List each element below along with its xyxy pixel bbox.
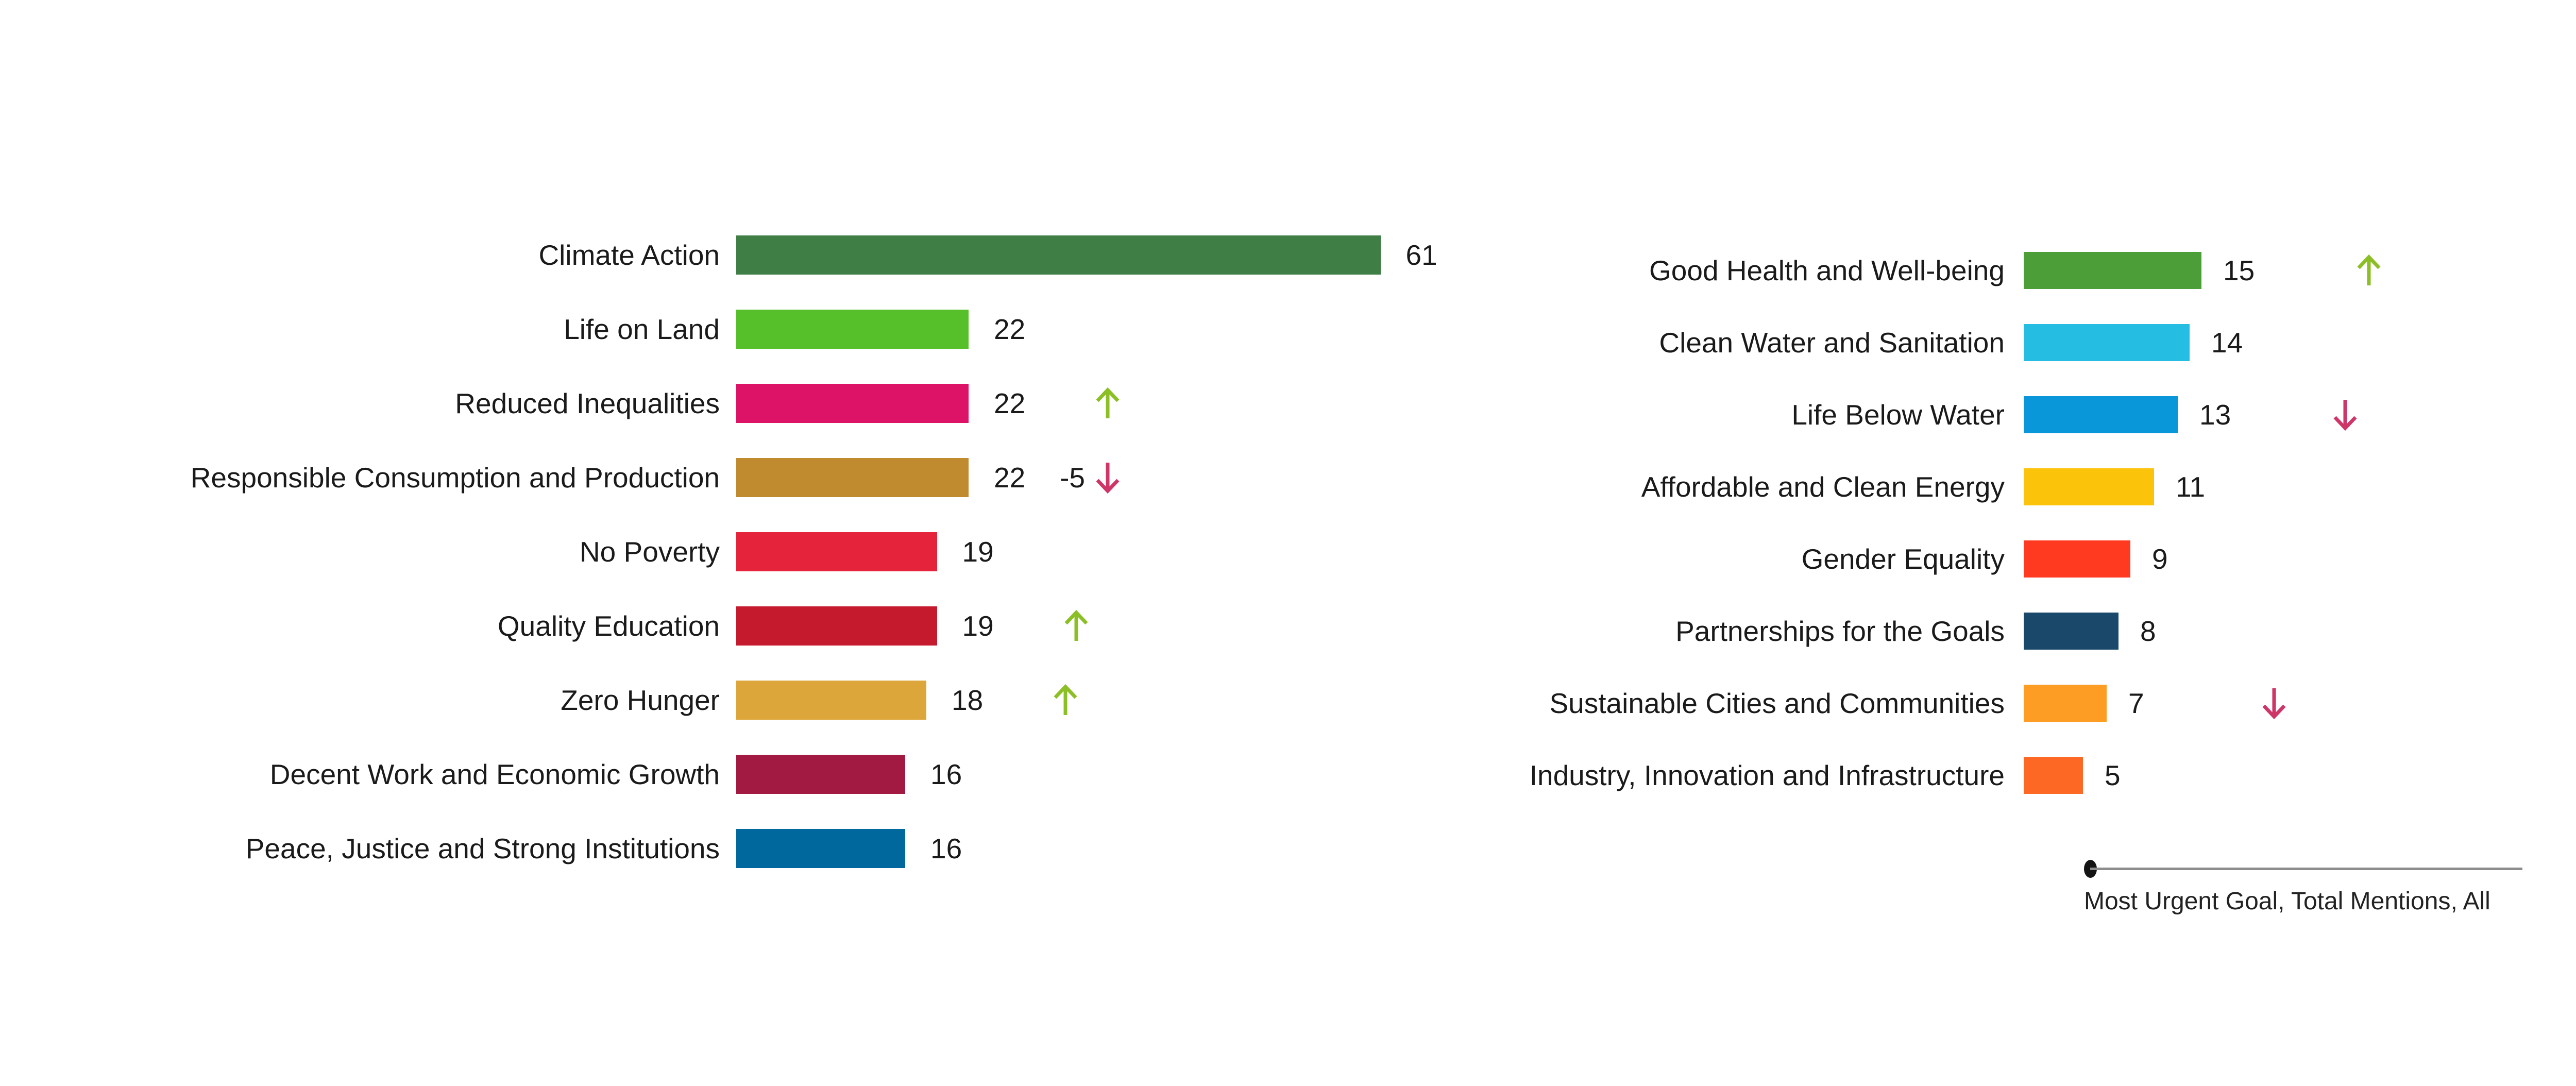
trend-up-icon: [1063, 609, 1090, 643]
delta-value: -5: [1060, 462, 1085, 494]
bar-value: 13: [2199, 399, 2231, 431]
bar: [2024, 540, 2130, 578]
bar-value: 14: [2211, 327, 2243, 359]
bar-label: Sustainable Cities and Communities: [1549, 687, 2005, 719]
bar: [736, 606, 937, 646]
bar-value: 8: [2140, 615, 2156, 647]
bar-label: No Poverty: [579, 536, 720, 568]
bar-label: Responsible Consumption and Production: [190, 462, 720, 494]
bar-label: Affordable and Clean Energy: [1641, 471, 2005, 503]
bar-value: 19: [962, 536, 994, 568]
legend-line: [2090, 868, 2522, 870]
trend-down-icon: [2261, 686, 2287, 720]
legend-label: Most Urgent Goal, Total Mentions, All: [2084, 888, 2490, 915]
bar: [2024, 685, 2107, 722]
bar: [736, 310, 969, 349]
bar: [2024, 324, 2190, 361]
bar-label: Good Health and Well-being: [1649, 254, 2005, 286]
bar-value: 7: [2128, 687, 2144, 719]
bar: [736, 829, 905, 868]
bar-value: 15: [2223, 254, 2255, 286]
bar: [2024, 396, 2178, 433]
bar-value: 22: [994, 387, 1026, 419]
bar-label: Reduced Inequalities: [455, 387, 720, 419]
bar-label: Clean Water and Sanitation: [1659, 327, 2005, 359]
bar-label: Quality Education: [497, 610, 720, 642]
bar-label: Life on Land: [564, 313, 720, 345]
bar-value: 5: [2105, 759, 2121, 791]
trend-down-icon: [1094, 461, 1121, 495]
bar-value: 9: [2152, 543, 2168, 575]
bar-value: 22: [994, 462, 1026, 494]
bar-value: 22: [994, 313, 1026, 345]
trend-up-icon: [2355, 253, 2382, 287]
bar: [736, 235, 1381, 275]
bar: [2024, 252, 2201, 289]
trend-down-icon: [2332, 398, 2359, 432]
bar: [2024, 468, 2154, 505]
bar-value: 61: [1405, 239, 1437, 271]
bar-label: Life Below Water: [1791, 399, 2005, 431]
bar: [2024, 613, 2119, 650]
bar: [736, 532, 937, 571]
bar-label: Gender Equality: [1801, 543, 2005, 575]
bar-value: 16: [930, 758, 962, 790]
bar-label: Partnerships for the Goals: [1675, 615, 2005, 647]
bar-label: Industry, Innovation and Infrastructure: [1529, 759, 2005, 791]
bar: [736, 458, 969, 497]
bar: [736, 384, 969, 423]
bar-value: 11: [2176, 471, 2206, 503]
bar-label: Climate Action: [538, 239, 720, 271]
bar-label: Zero Hunger: [561, 684, 720, 716]
bar-value: 18: [952, 684, 984, 716]
bar-label: Decent Work and Economic Growth: [269, 758, 720, 790]
bar: [736, 681, 926, 720]
bar-label: Peace, Justice and Strong Institutions: [245, 833, 720, 864]
trend-up-icon: [1094, 386, 1121, 420]
trend-up-icon: [1052, 683, 1079, 717]
bar: [736, 755, 905, 794]
bar-value: 16: [930, 833, 962, 864]
bar: [2024, 757, 2083, 794]
bar-value: 19: [962, 610, 994, 642]
